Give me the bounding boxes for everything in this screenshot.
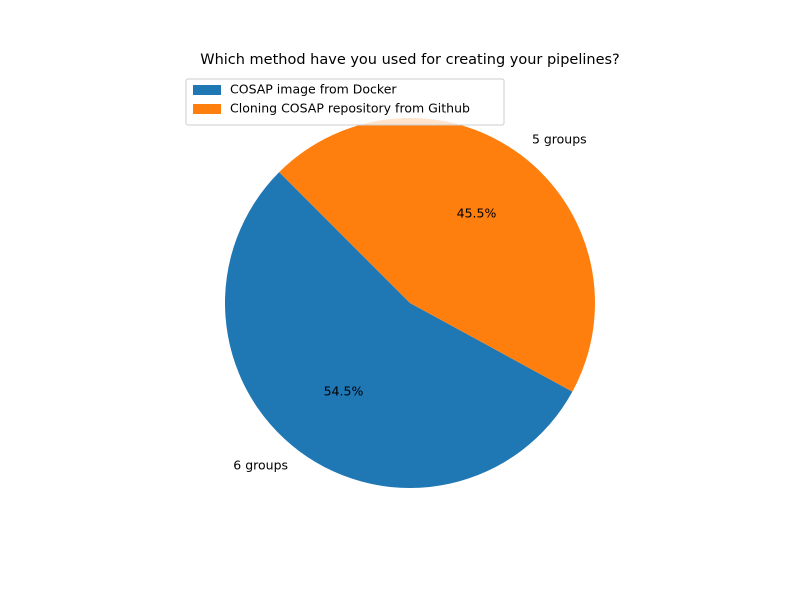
slice-percent-1: 54.5% (324, 383, 364, 398)
chart-legend: COSAP image from Docker Cloning COSAP rep… (185, 78, 505, 126)
legend-label-2: Cloning COSAP repository from Github (230, 101, 470, 116)
pie-slices (224, 118, 595, 488)
legend-frame (185, 78, 505, 126)
legend-swatch-1 (193, 85, 221, 95)
slice-label-1: 6 groups (233, 457, 288, 472)
pie-labels: 6 groups 54.5% 5 groups 45.5% (233, 132, 586, 473)
slice-percent-2: 45.5% (457, 206, 497, 221)
legend-swatch-2 (193, 104, 221, 114)
pie-slice-1 (224, 172, 573, 488)
legend-label-1: COSAP image from Docker (230, 82, 397, 97)
slice-label-2: 5 groups (532, 132, 587, 147)
pie-slice-2 (279, 118, 595, 392)
chart-title: Which method have you used for creating … (200, 52, 620, 68)
